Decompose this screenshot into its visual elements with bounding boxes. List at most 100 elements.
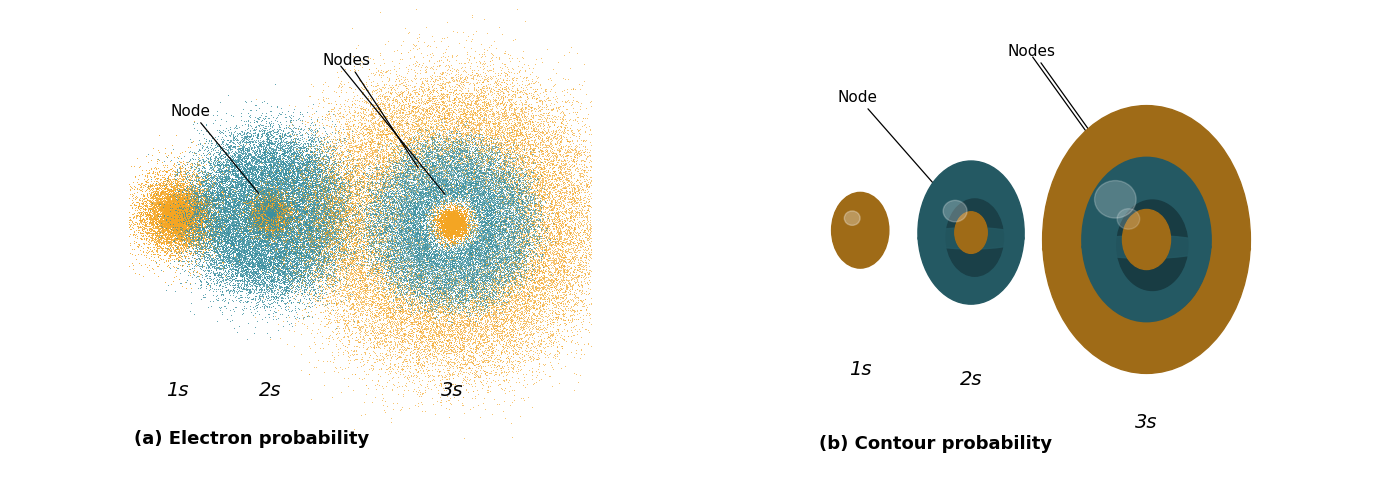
Point xyxy=(257,209,280,217)
Point xyxy=(262,184,284,192)
Point xyxy=(392,141,414,149)
Point xyxy=(399,183,421,191)
Point xyxy=(401,140,424,147)
Point xyxy=(165,212,187,219)
Point xyxy=(538,196,561,204)
Point xyxy=(468,233,490,241)
Point xyxy=(446,223,468,231)
Point xyxy=(383,234,406,242)
Point xyxy=(256,134,278,142)
Point xyxy=(257,208,280,216)
Point xyxy=(536,230,558,238)
Point xyxy=(347,305,370,312)
Point xyxy=(327,175,349,183)
Point xyxy=(281,189,303,196)
Point xyxy=(360,311,382,319)
Point xyxy=(183,200,205,207)
Point xyxy=(216,259,238,267)
Point xyxy=(441,219,464,227)
Point xyxy=(397,344,419,352)
Point xyxy=(256,221,278,228)
Point xyxy=(469,234,491,241)
Point xyxy=(282,124,304,132)
Point xyxy=(286,175,309,183)
Point xyxy=(392,118,414,125)
Point xyxy=(356,250,378,257)
Point xyxy=(498,166,520,174)
Point xyxy=(479,243,501,251)
Point xyxy=(306,190,328,197)
Point xyxy=(486,86,508,94)
Point xyxy=(158,207,180,215)
Point xyxy=(298,252,320,260)
Point xyxy=(461,238,483,246)
Point xyxy=(148,182,170,190)
Point xyxy=(559,218,581,226)
Point xyxy=(245,151,267,159)
Point xyxy=(545,241,567,249)
Point xyxy=(167,184,190,192)
Point xyxy=(504,205,526,213)
Point xyxy=(376,283,399,290)
Point xyxy=(201,237,223,245)
Point xyxy=(216,237,238,244)
Point xyxy=(464,122,486,130)
Point xyxy=(263,208,285,216)
Point xyxy=(284,235,306,242)
Point xyxy=(538,240,561,247)
Point xyxy=(263,225,285,232)
Point xyxy=(260,220,282,228)
Point xyxy=(284,255,306,263)
Point xyxy=(173,213,195,221)
Point xyxy=(451,144,473,151)
Point xyxy=(379,313,401,321)
Point xyxy=(271,210,293,218)
Point xyxy=(302,198,324,206)
Point xyxy=(149,228,172,236)
Point xyxy=(167,207,190,215)
Point xyxy=(263,209,285,216)
Point xyxy=(537,135,559,143)
Point xyxy=(408,338,430,346)
Point xyxy=(459,273,482,280)
Point xyxy=(345,324,367,332)
Point xyxy=(257,223,280,231)
Point xyxy=(526,145,548,153)
Point xyxy=(540,77,562,85)
Point xyxy=(208,174,230,182)
Point xyxy=(448,256,471,264)
Point xyxy=(166,211,188,219)
Point xyxy=(548,147,570,155)
Point xyxy=(363,226,385,233)
Point xyxy=(441,214,464,221)
Point xyxy=(414,234,436,242)
Point xyxy=(235,151,257,159)
Point xyxy=(332,215,354,222)
Point xyxy=(477,177,500,184)
Point xyxy=(441,218,464,226)
Point xyxy=(370,128,392,136)
Point xyxy=(441,380,464,388)
Point xyxy=(475,210,497,217)
Point xyxy=(444,135,466,143)
Point xyxy=(545,213,567,221)
Point xyxy=(145,169,167,177)
Point xyxy=(407,208,429,216)
Point xyxy=(185,227,208,235)
Point xyxy=(284,187,306,194)
Point xyxy=(282,246,304,254)
Point xyxy=(435,107,457,115)
Point xyxy=(484,240,507,248)
Point xyxy=(256,212,278,220)
Point xyxy=(487,242,509,250)
Point xyxy=(329,253,352,261)
Point xyxy=(249,215,271,222)
Point xyxy=(295,246,317,253)
Point xyxy=(426,163,448,171)
Point xyxy=(156,207,179,215)
Point xyxy=(407,185,429,192)
Point xyxy=(291,161,313,168)
Point xyxy=(491,185,513,192)
Point xyxy=(435,156,457,163)
Point xyxy=(448,200,471,207)
